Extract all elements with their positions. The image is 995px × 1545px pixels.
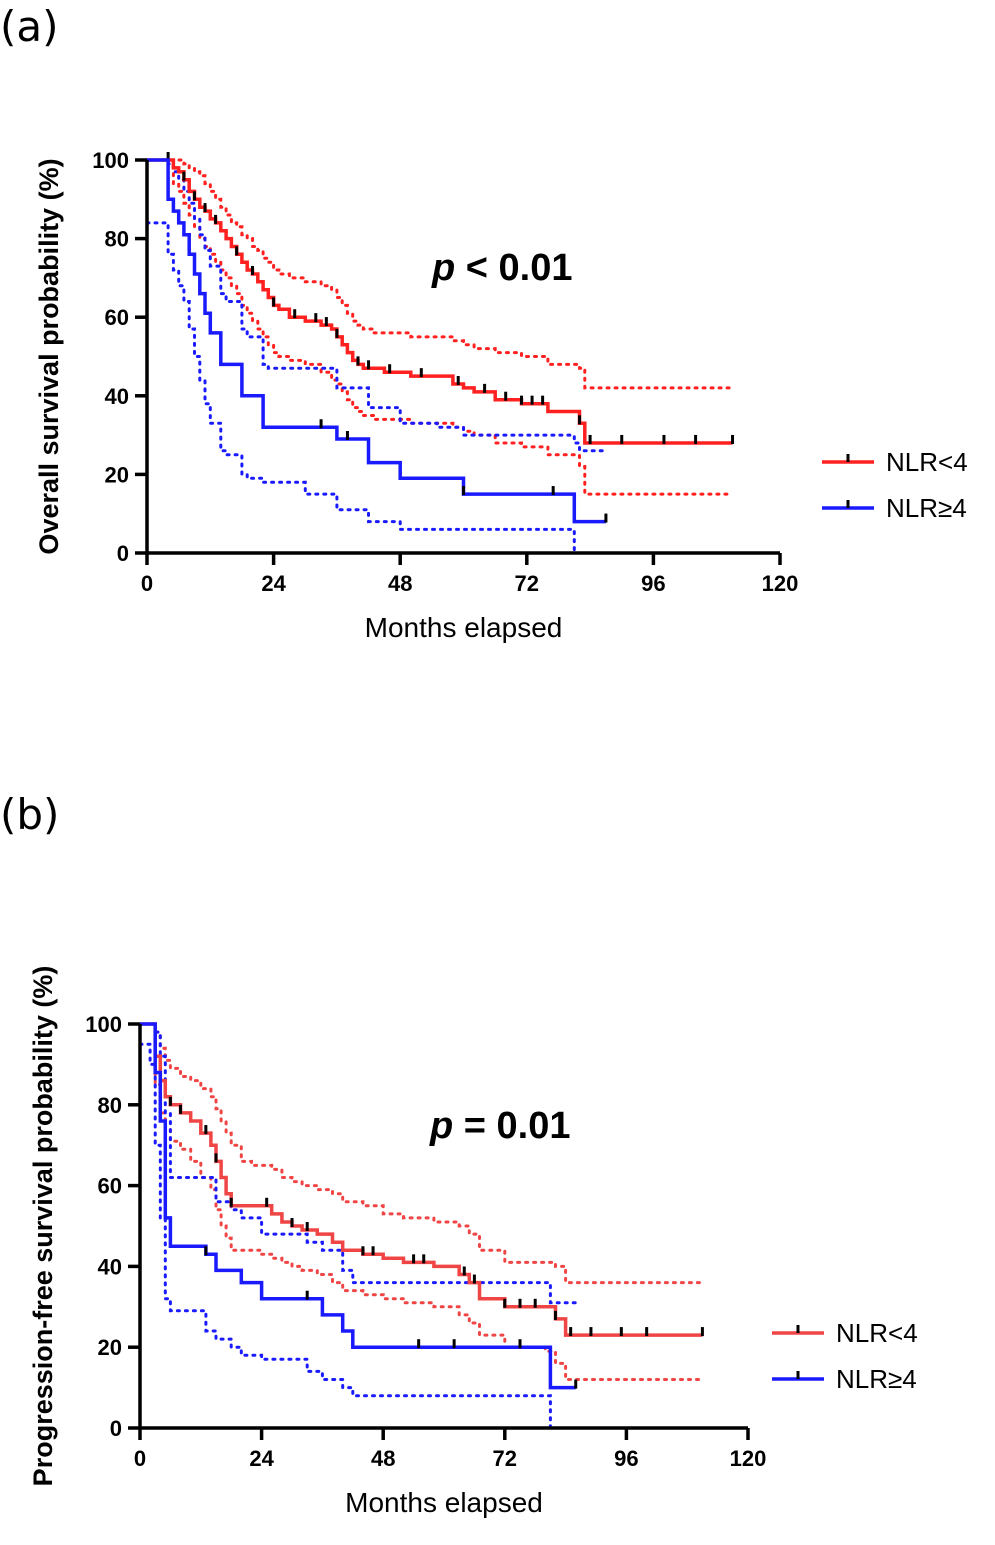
x-tick-label: 0 xyxy=(134,1446,146,1471)
nlr-high-ci-upper xyxy=(138,1022,578,1305)
y-tick-label: 100 xyxy=(85,1012,122,1037)
y-axis-title: Overall survival probability (%) xyxy=(34,158,64,554)
x-tick-label: 72 xyxy=(493,1446,517,1471)
x-axis-title: Months elapsed xyxy=(365,612,563,643)
panel-label-b: (b) xyxy=(0,790,60,839)
legend-label-nlr-low: NLR<4 xyxy=(836,1318,918,1348)
y-tick-label: 20 xyxy=(98,1335,122,1360)
nlr-low-ci-upper xyxy=(145,158,734,390)
overall-survival-chart: 0 20 40 60 80 100 0 24 48 72 96 120 Months elapsed Ov… xyxy=(34,148,968,643)
legend-label-nlr-low: NLR<4 xyxy=(886,447,968,477)
panel-label-a: (a) xyxy=(0,2,59,51)
nlr-low-ci-upper xyxy=(138,1022,704,1285)
y-tick-label: 20 xyxy=(105,462,129,487)
x-tick-label: 24 xyxy=(261,571,286,596)
nlr-high-ci-upper xyxy=(145,158,608,453)
nlr-high-survival-line xyxy=(140,1022,576,1390)
x-tick-label: 120 xyxy=(730,1446,767,1471)
y-tick-label: 80 xyxy=(98,1093,122,1118)
legend-label-nlr-high: NLR≥4 xyxy=(886,493,967,523)
nlr-high-ci-lower xyxy=(145,221,608,555)
x-axis-title: Months elapsed xyxy=(345,1487,543,1518)
p-value-text: = 0.01 xyxy=(453,1105,570,1147)
p-value-text: < 0.01 xyxy=(455,247,572,289)
legend-label-nlr-high: NLR≥4 xyxy=(836,1364,917,1394)
nlr-low-survival-line xyxy=(140,1022,703,1337)
nlr-high-ci-lower xyxy=(138,1042,578,1430)
x-tick-label: 48 xyxy=(371,1446,395,1471)
y-tick-label: 60 xyxy=(98,1174,122,1199)
y-tick-label: 40 xyxy=(98,1254,122,1279)
x-tick-label: 48 xyxy=(388,571,412,596)
y-tick-label: 40 xyxy=(105,384,129,409)
y-axis-title: Progression-free survival probability (%… xyxy=(28,966,58,1487)
nlr-high-survival-line xyxy=(147,158,606,524)
y-tick-label: 60 xyxy=(105,305,129,330)
x-tick-label: 24 xyxy=(249,1446,274,1471)
p-value-symbol: p xyxy=(431,247,455,289)
p-value-annotation: p < 0.01 xyxy=(431,247,572,289)
p-value-symbol: p xyxy=(429,1105,453,1147)
nlr-low-ci-lower xyxy=(138,1022,704,1381)
y-tick-label: 80 xyxy=(105,227,129,252)
y-tick-label: 0 xyxy=(110,1416,122,1441)
y-tick-label: 100 xyxy=(92,148,129,173)
x-tick-label: 96 xyxy=(641,571,665,596)
x-tick-label: 0 xyxy=(141,571,153,596)
y-tick-label: 0 xyxy=(117,541,129,566)
progression-free-survival-chart: 0 20 40 60 80 100 0 24 48 72 96 120 Months elapsed Pr… xyxy=(28,966,918,1518)
p-value-annotation: p = 0.01 xyxy=(429,1105,570,1147)
x-tick-label: 72 xyxy=(515,571,539,596)
nlr-low-survival-line xyxy=(147,158,733,445)
x-tick-label: 120 xyxy=(762,571,799,596)
x-tick-label: 96 xyxy=(614,1446,638,1471)
